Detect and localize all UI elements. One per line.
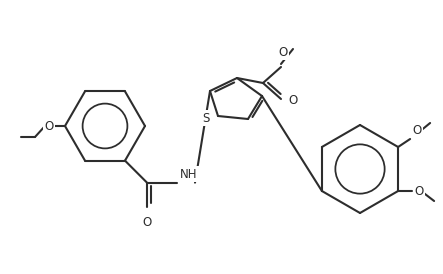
Text: S: S bbox=[202, 112, 210, 124]
Text: O: O bbox=[142, 216, 152, 229]
Text: O: O bbox=[412, 124, 421, 137]
Text: O: O bbox=[278, 46, 288, 59]
Text: O: O bbox=[414, 184, 424, 198]
Text: NH: NH bbox=[180, 168, 198, 181]
Text: O: O bbox=[288, 95, 297, 107]
Text: O: O bbox=[44, 119, 54, 133]
